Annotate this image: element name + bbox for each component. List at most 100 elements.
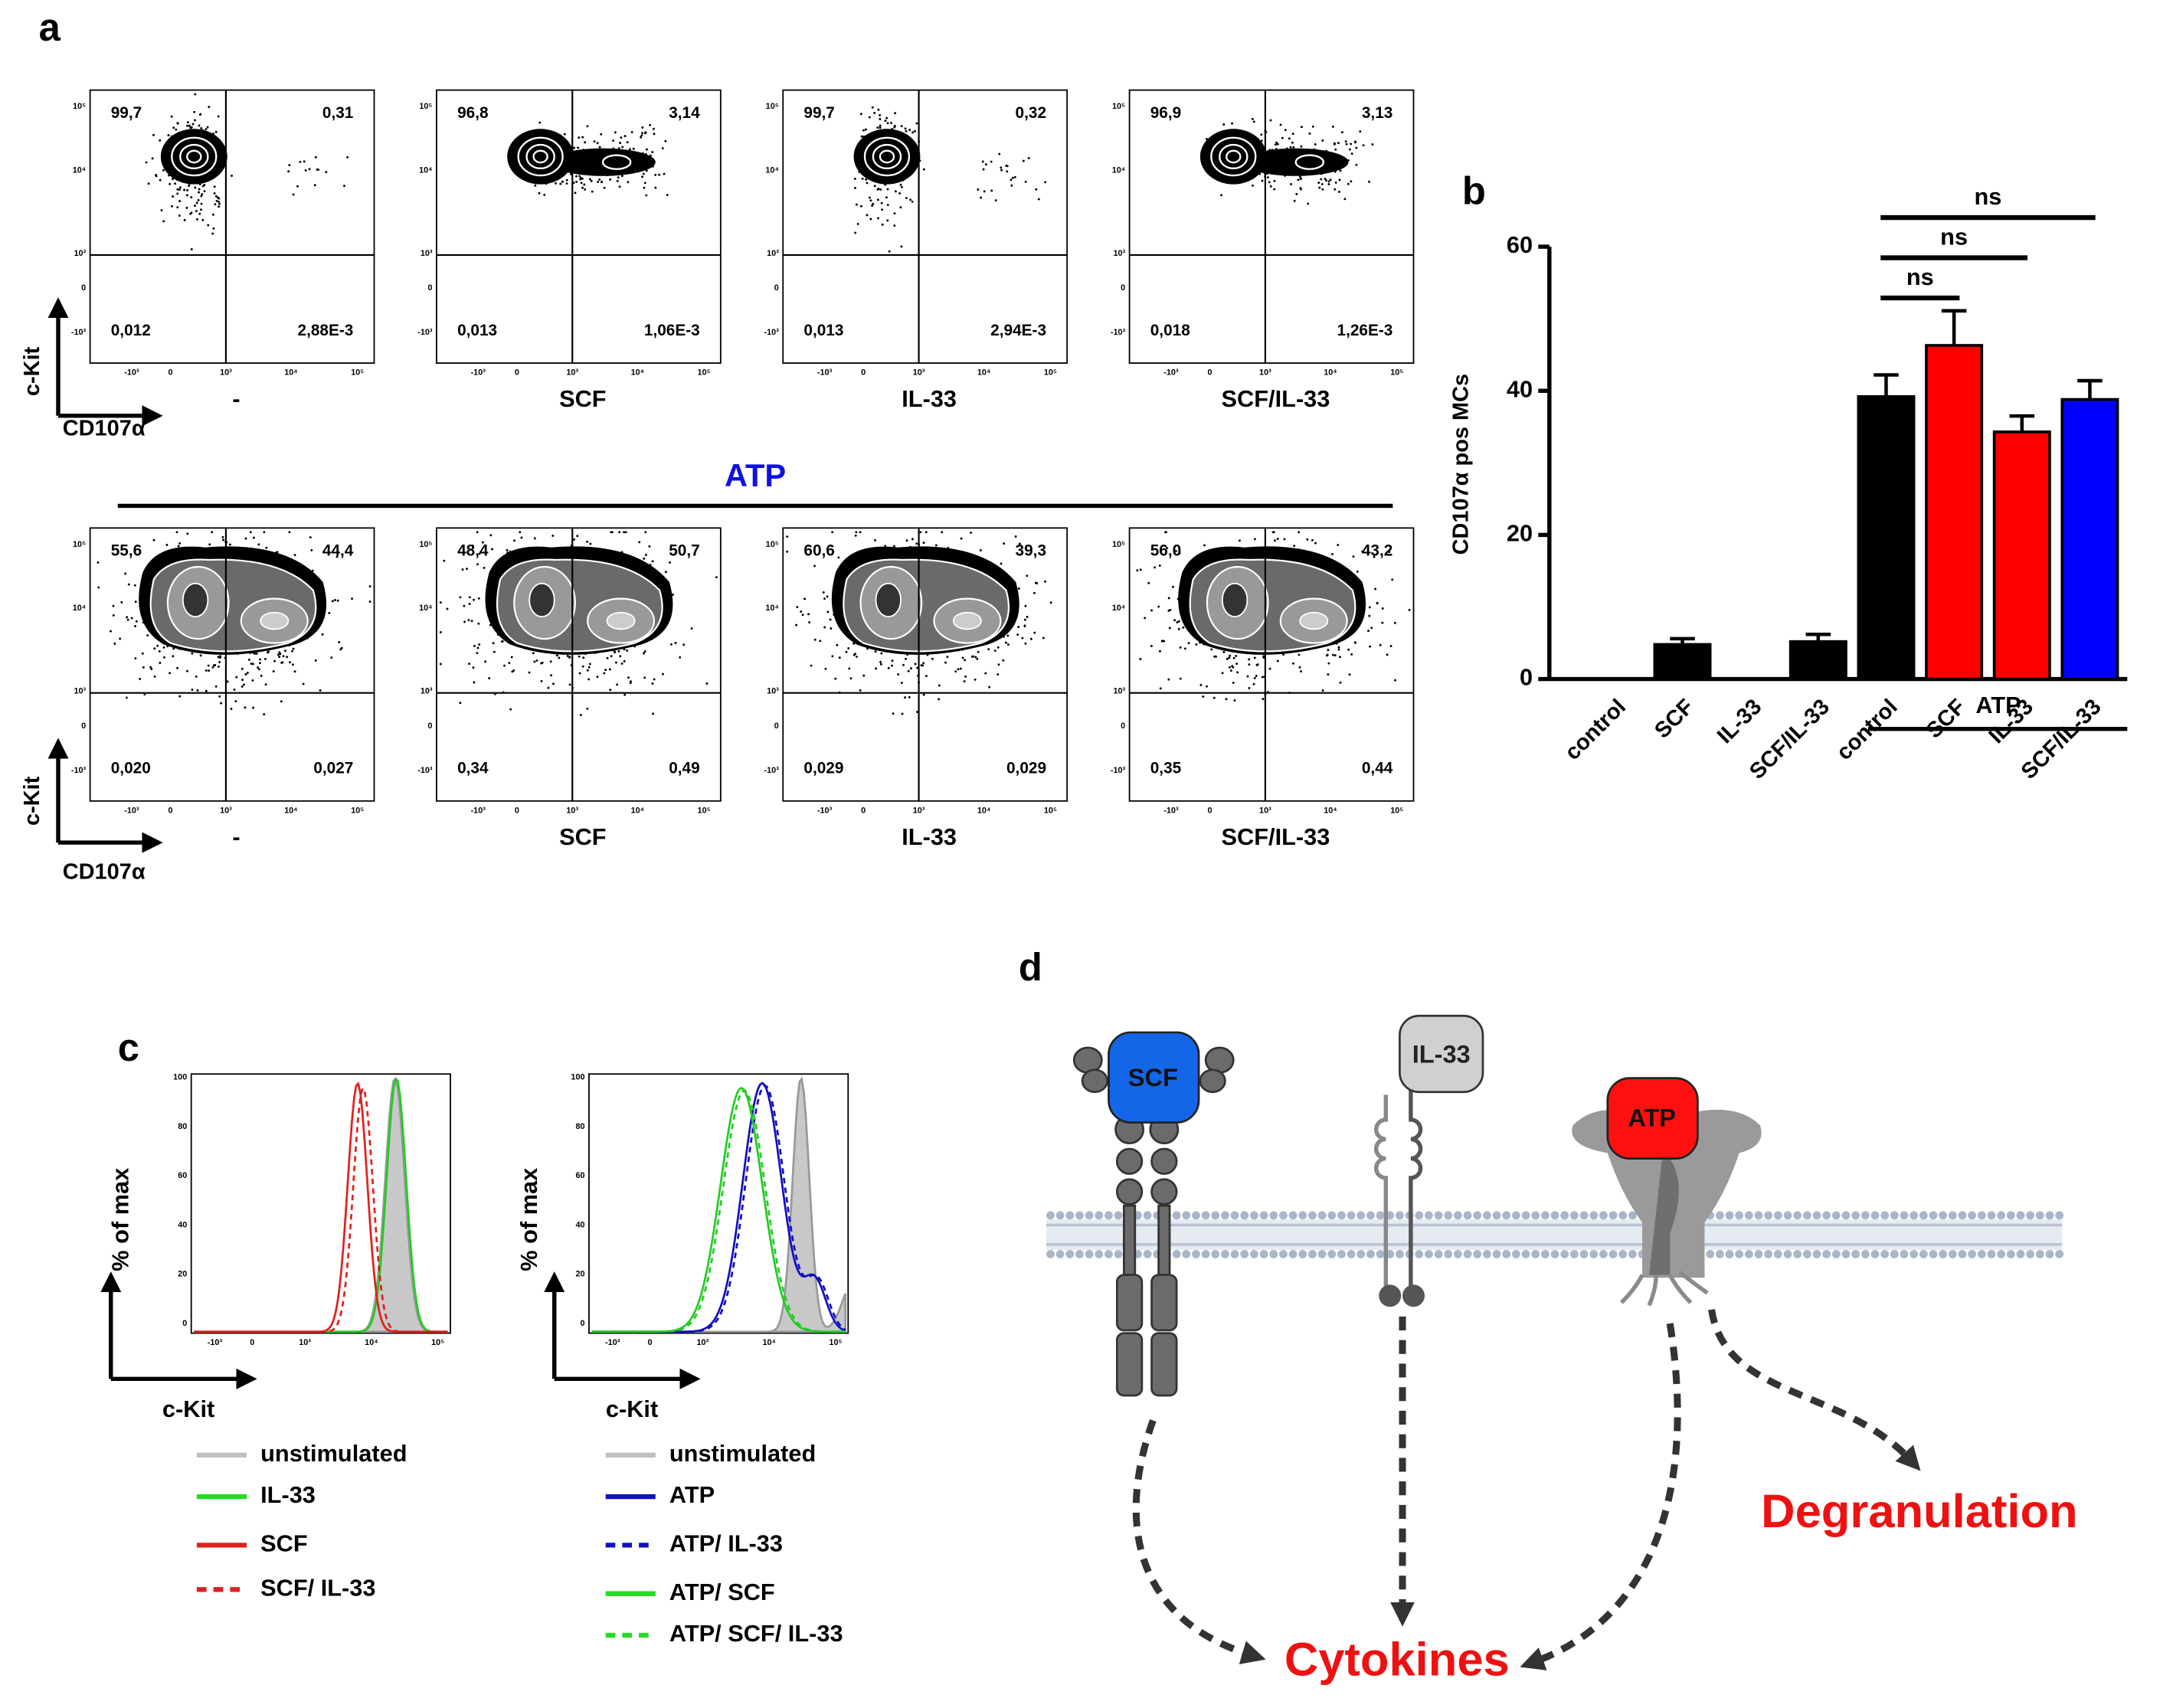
event-dot: [643, 676, 646, 679]
lipid-head: [1192, 1250, 1200, 1258]
lipid-head: [1715, 1211, 1724, 1220]
event-dot: [477, 597, 480, 600]
event-dot: [869, 218, 872, 221]
event-dot: [220, 702, 223, 705]
event-dot: [1391, 578, 1394, 581]
event-dot: [470, 620, 473, 623]
axis-tick-label: -10³: [764, 766, 780, 775]
event-dot: [194, 93, 197, 96]
event-dot: [796, 606, 799, 609]
event-dot: [198, 191, 201, 194]
axis-label: CD107α: [63, 417, 146, 441]
event-dot: [439, 601, 442, 604]
event-dot: [1183, 647, 1186, 650]
event-dot: [153, 647, 156, 650]
event-dot: [998, 152, 1001, 155]
event-dot: [961, 656, 964, 659]
event-dot: [919, 531, 922, 534]
event-dot: [590, 179, 593, 182]
event-dot: [598, 178, 601, 181]
event-dot: [1172, 585, 1175, 588]
event-dot: [1327, 649, 1330, 652]
axis-tick-label: -10³: [208, 1338, 223, 1347]
event-dot: [578, 655, 581, 658]
event-dot: [190, 126, 193, 129]
event-dot: [241, 667, 244, 670]
event-dot: [616, 683, 619, 686]
event-dot: [819, 640, 822, 643]
contour: [601, 154, 632, 170]
event-dot: [854, 534, 857, 537]
event-dot: [970, 655, 974, 658]
event-dot: [177, 545, 180, 548]
event-dot: [540, 662, 543, 665]
event-dot: [194, 205, 197, 208]
event-dot: [1158, 649, 1161, 653]
event-dot: [881, 208, 884, 211]
event-dot: [642, 172, 645, 175]
quadrant-percent: 2,88E-3: [298, 322, 354, 339]
event-dot: [169, 672, 172, 675]
quadrant-percent: 0,027: [313, 760, 353, 777]
event-dot: [1338, 178, 1341, 182]
legend-label: unstimulated: [260, 1440, 407, 1467]
event-dot: [304, 169, 307, 172]
flow-plot: 96,8 3,14 0,013 1,06E-3 10⁵ 10⁴ 10³ 0 -10³ -10³ 0 1…: [417, 89, 722, 412]
event-dot: [1017, 626, 1020, 629]
event-dot: [984, 672, 987, 675]
event-dot: [467, 619, 470, 622]
event-dot: [1261, 676, 1264, 679]
event-dot: [886, 204, 889, 206]
event-dot: [201, 185, 205, 188]
event-dot: [244, 537, 247, 540]
event-dot: [860, 135, 863, 138]
event-dot: [1327, 673, 1330, 676]
event-dot: [195, 210, 198, 213]
lipid-head: [1754, 1250, 1763, 1258]
event-dot: [146, 634, 149, 636]
axis-tick-label: 10³: [421, 249, 433, 258]
event-dot: [1013, 175, 1016, 178]
lipid-head: [1725, 1250, 1734, 1258]
axis-tick-label: 10³: [1259, 368, 1271, 378]
event-dot: [643, 186, 646, 189]
event-dot: [178, 542, 182, 545]
lipid-head: [1880, 1211, 1890, 1220]
lipid-head: [1055, 1211, 1065, 1220]
contour: [529, 582, 555, 618]
event-dot: [977, 650, 980, 653]
axis-tick-label: 10³: [74, 249, 86, 258]
lipid-head: [1754, 1211, 1763, 1220]
event-dot: [610, 531, 614, 534]
event-dot: [1255, 663, 1258, 666]
event-dot: [1394, 679, 1397, 682]
quadrant-percent: 0,34: [457, 760, 489, 777]
axis-tick-label: 10⁵: [419, 102, 432, 111]
event-dot: [561, 180, 564, 183]
event-dot: [127, 583, 130, 586]
condition-label: IL-33: [902, 823, 957, 850]
event-dot: [845, 650, 848, 653]
event-dot: [831, 655, 834, 658]
event-dot: [340, 646, 343, 649]
event-dot: [596, 142, 599, 145]
axis-label: c-Kit: [20, 346, 44, 396]
event-dot: [135, 620, 138, 623]
axis-tick-label: 10⁵: [1044, 806, 1057, 815]
event-dot: [1220, 194, 1223, 197]
event-dot: [292, 647, 295, 650]
lipid-head: [1288, 1250, 1298, 1258]
event-dot: [1275, 141, 1278, 144]
axis-tick-label: -10³: [471, 368, 486, 378]
event-dot: [217, 115, 220, 118]
event-dot: [652, 712, 655, 715]
event-dot: [1389, 645, 1392, 647]
event-dot: [172, 195, 175, 198]
axis-tick-label: 0: [861, 806, 866, 815]
event-dot: [836, 643, 839, 646]
event-dot: [872, 202, 875, 205]
event-dot: [984, 163, 987, 166]
event-dot: [197, 198, 200, 201]
axis-tick-label: 10³: [74, 687, 86, 696]
